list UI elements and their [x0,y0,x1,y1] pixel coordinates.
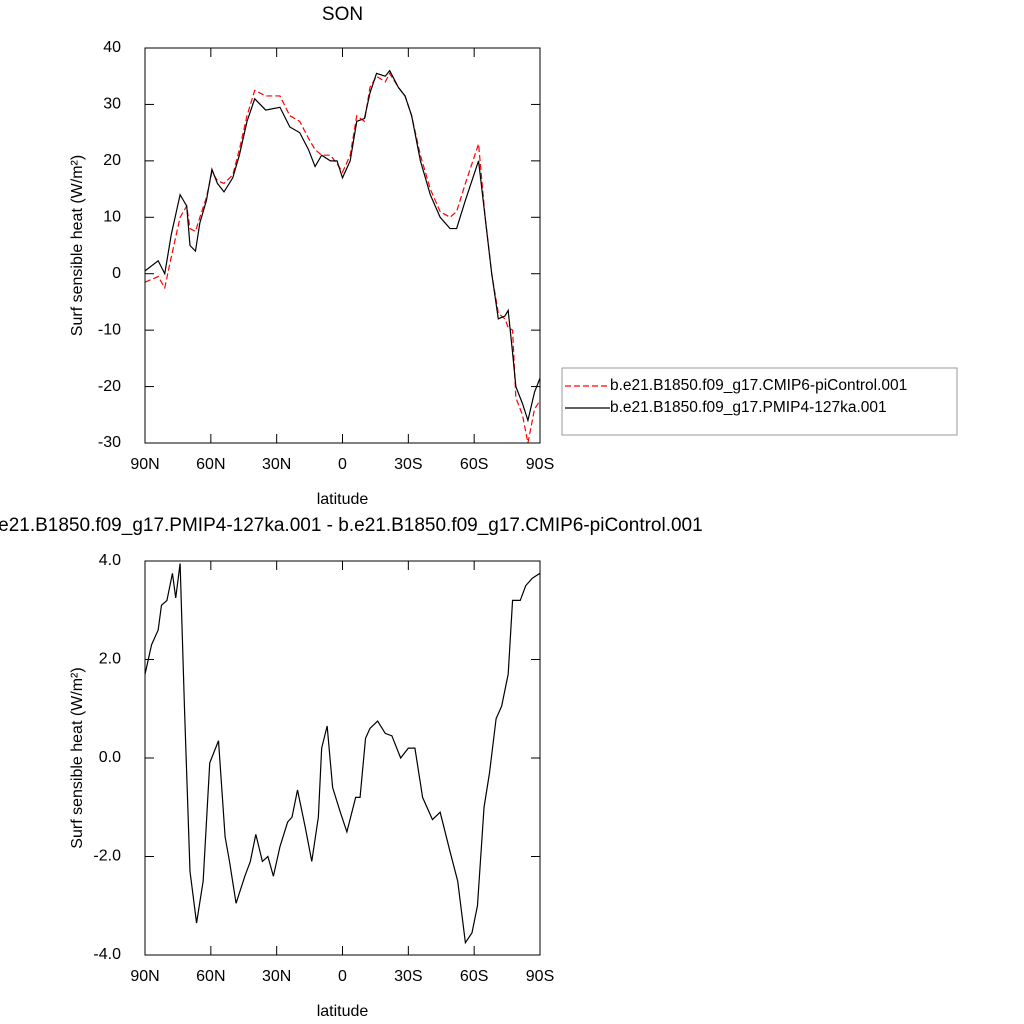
x-tick-label: 30S [394,456,422,473]
x-tick-label: 60S [460,968,488,985]
x-tick-label: 0 [338,968,347,985]
y-tick-label: 4.0 [99,552,121,569]
x-tick-label: 60S [460,456,488,473]
y-tick-label: -4.0 [93,946,121,963]
y-tick-label: -10 [98,321,121,338]
y-tick-label: 0.0 [99,749,121,766]
y-tick-label: -2.0 [93,848,121,865]
x-tick-label: 90S [526,968,554,985]
x-tick-label: 90S [526,456,554,473]
y-tick-label: 40 [103,39,121,56]
y-tick-label: 20 [103,152,121,169]
x-tick-label: 0 [338,456,347,473]
x-tick-label: 60N [196,456,225,473]
legend-box [561,367,958,436]
plot-frame [144,47,541,444]
x-tick-label: 30N [262,456,291,473]
x-tick-label: 90N [130,456,159,473]
y-tick-label: 2.0 [99,651,121,668]
x-axis-label: latitude [317,491,369,508]
y-tick-label: 30 [103,96,121,113]
x-tick-label: 90N [130,968,159,985]
data-line [145,69,540,423]
plot-frame [144,560,541,956]
x-axis-label: latitude [317,1003,369,1020]
legend-label: b.e21.B1850.f09_g17.PMIP4-127ka.001 [610,399,887,416]
y-tick-label: 0 [112,265,121,282]
y-axis-label: Surf sensible heat (W/m²) [69,155,86,336]
y-tick-label: -20 [98,378,121,395]
x-tick-label: 60N [196,968,225,985]
chart-title: b.e21.B1850.f09_g17.PMIP4-127ka.001 - b.… [0,515,703,536]
data-line [145,563,540,945]
chart-title: SON [322,4,363,25]
legend-label: b.e21.B1850.f09_g17.CMIP6-piControl.001 [610,377,907,394]
x-tick-label: 30N [262,968,291,985]
y-tick-label: 10 [103,209,121,226]
y-axis-label: Surf sensible heat (W/m²) [69,667,86,848]
y-tick-label: -30 [98,434,121,451]
x-tick-label: 30S [394,968,422,985]
